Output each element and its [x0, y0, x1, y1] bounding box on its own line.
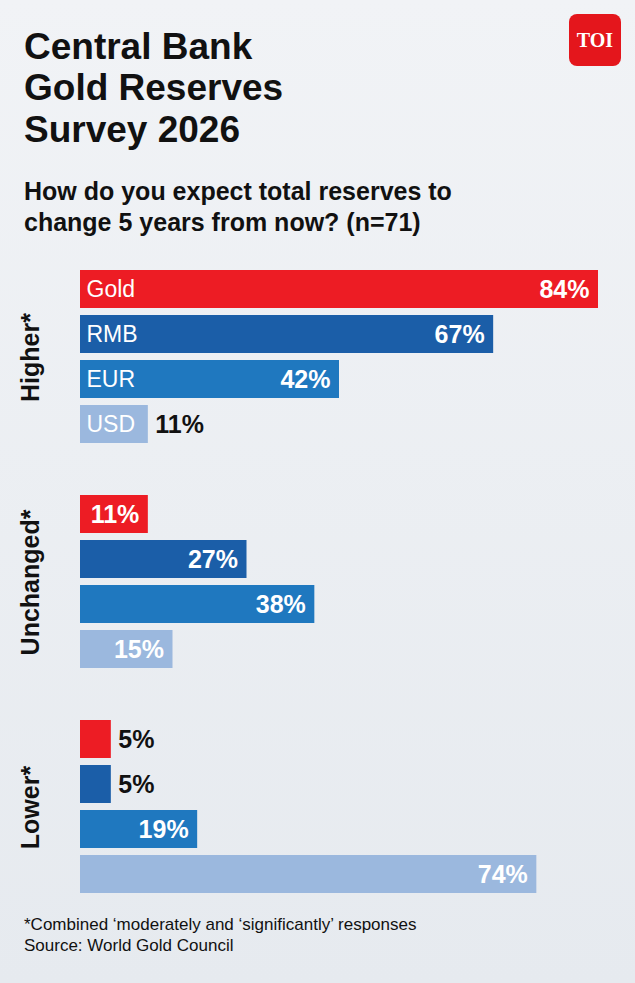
svg-text:42%: 42%: [280, 365, 330, 393]
html-text:Central Bank Gold Reserves Sur: Central Bank Gold Reserves Survey 2026: [24, 26, 284, 150]
svg-text:EUR: EUR: [87, 366, 136, 392]
html-text:*Combined ‘moderately and ‘sig: *Combined ‘moderately and ‘significantly…: [24, 915, 417, 934]
svg-text:74%: 74%: [478, 860, 528, 888]
svg-text:Unchanged*: Unchanged*: [16, 509, 44, 655]
html-text:TOI: TOI: [576, 28, 614, 51]
svg-text:15%: 15%: [114, 635, 164, 663]
svg-text:5%: 5%: [118, 770, 154, 798]
svg-text:Lower*: Lower*: [16, 766, 44, 850]
svg-text:RMB: RMB: [87, 321, 138, 347]
svg-text:67%: 67%: [435, 320, 485, 348]
svg-text:27%: 27%: [188, 545, 238, 573]
svg-text:5%: 5%: [118, 725, 154, 753]
svg-text:11%: 11%: [155, 410, 204, 438]
svg-text:Gold: Gold: [87, 276, 136, 302]
svg-text:19%: 19%: [139, 815, 189, 843]
svg-text:38%: 38%: [256, 590, 306, 618]
svg-text:11%: 11%: [91, 500, 140, 528]
html-text:How do you expect total reserv: How do you expect total reserves to chan…: [24, 177, 452, 236]
html-text:Source: World Gold Council: Source: World Gold Council: [24, 936, 234, 956]
svg-text:Higher*: Higher*: [16, 313, 44, 402]
svg-text:84%: 84%: [539, 275, 589, 303]
svg-text:USD: USD: [87, 411, 136, 437]
